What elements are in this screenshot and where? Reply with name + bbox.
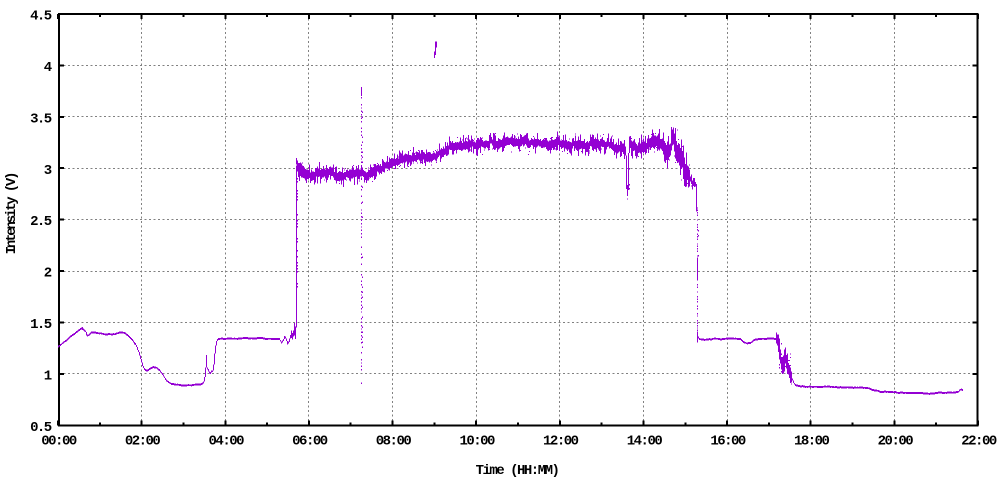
svg-text:08:00: 08:00: [376, 434, 412, 450]
svg-text:2.5: 2.5: [30, 214, 52, 230]
svg-text:16:00: 16:00: [710, 434, 746, 450]
svg-text:4: 4: [44, 60, 52, 76]
svg-text:18:00: 18:00: [794, 434, 830, 450]
svg-text:12:00: 12:00: [543, 434, 579, 450]
svg-text:Time (HH:MM): Time (HH:MM): [476, 463, 559, 479]
svg-text:04:00: 04:00: [209, 434, 245, 450]
svg-text:20:00: 20:00: [878, 434, 914, 450]
svg-text:1: 1: [44, 369, 52, 385]
svg-text:3.5: 3.5: [30, 111, 52, 127]
svg-text:4.5: 4.5: [30, 9, 52, 25]
svg-text:2: 2: [44, 266, 52, 282]
svg-text:Intensity (V): Intensity (V): [4, 173, 20, 254]
svg-text:0.5: 0.5: [30, 420, 52, 436]
svg-text:14:00: 14:00: [627, 434, 663, 450]
svg-text:10:00: 10:00: [459, 434, 495, 450]
svg-text:22:00: 22:00: [961, 434, 997, 450]
svg-text:3: 3: [44, 163, 52, 179]
svg-text:06:00: 06:00: [292, 434, 328, 450]
svg-text:02:00: 02:00: [125, 434, 161, 450]
svg-text:1.5: 1.5: [30, 317, 52, 333]
svg-text:00:00: 00:00: [41, 434, 77, 450]
